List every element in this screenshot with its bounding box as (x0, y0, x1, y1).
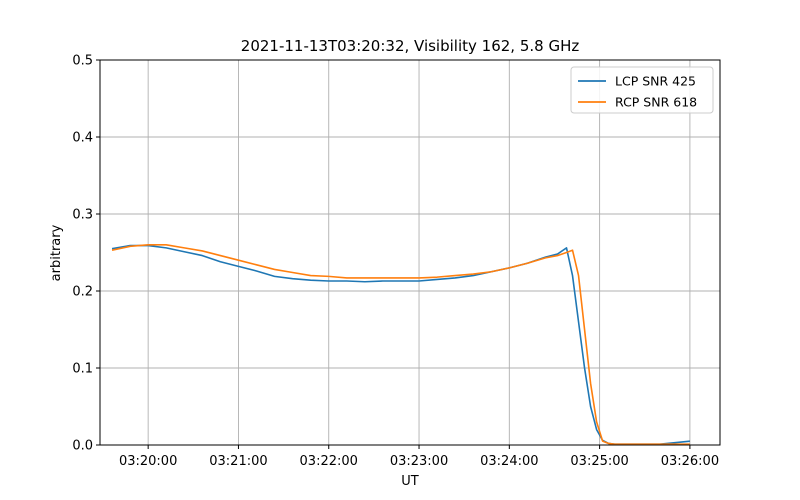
x-tick-label: 03:20:00 (119, 454, 177, 469)
series-line-2 (111, 244, 690, 446)
legend-box (570, 66, 714, 114)
x-tick-label: 03:26:00 (661, 454, 719, 469)
y-axis-label: arbitrary (49, 224, 64, 281)
x-tick-label: 03:24:00 (480, 454, 538, 469)
plot-area: 03:20:00 03:21:00 03:22:00 03:23:00 03:24:00… (72, 54, 721, 469)
y-tick-label: 0.0 (72, 439, 93, 454)
axes-frame (99, 59, 721, 446)
chart-title: 2021-11-13T03:20:32, Visibility 162, 5.8… (241, 37, 580, 55)
y-tick-label: 0.2 (72, 285, 93, 300)
legend-label-2: RCP SNR 618 (615, 95, 697, 110)
legend-label-1: LCP SNR 425 (615, 74, 696, 89)
y-tick-label: 0.3 (72, 208, 93, 223)
x-tick-label: 03:23:00 (390, 454, 448, 469)
series-line-1 (111, 244, 690, 446)
y-tick-label: 0.1 (72, 362, 93, 377)
x-tick-label: 03:22:00 (300, 454, 358, 469)
x-tick-label: 03:25:00 (570, 454, 628, 469)
y-tick-label: 0.5 (72, 54, 93, 69)
x-axis-label: UT (401, 474, 419, 489)
y-tick-label: 0.4 (72, 131, 93, 146)
x-tick-label: 03:21:00 (209, 454, 267, 469)
